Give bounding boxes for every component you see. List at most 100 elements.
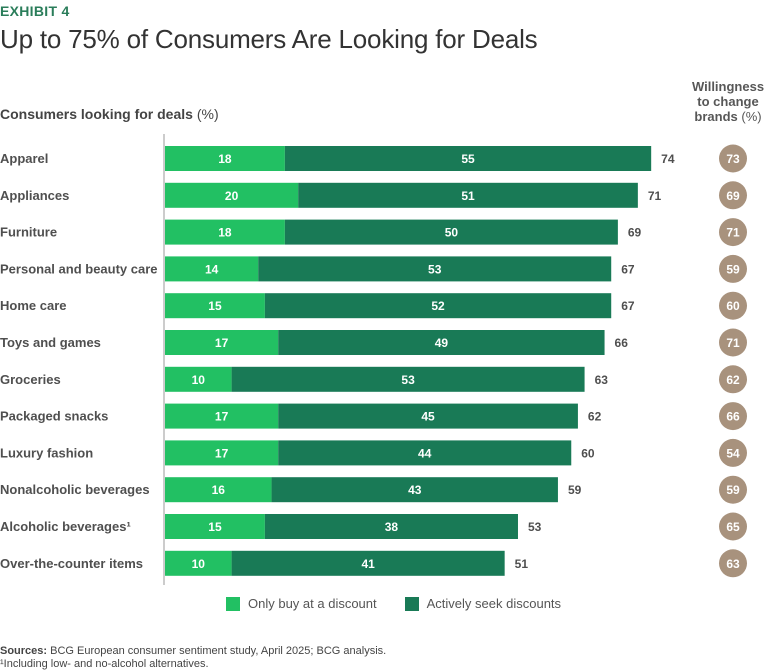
subtitle-unit: (%) [196, 106, 219, 122]
bar-segment-packaged-snacks-actively-seek-discounts [278, 403, 578, 429]
bar-segment-toys-and-games-actively-seek-discounts [278, 330, 605, 355]
willingness-circle-appliances [719, 181, 747, 210]
total-label-furniture: 69 [628, 226, 642, 240]
bar-value-label-toys-and-games-actively-seek-discounts: 49 [435, 336, 449, 350]
bar-value-label-alcoholic-beverages-only-buy-at-a-discount: 15 [208, 520, 222, 534]
bar-value-label-apparel-actively-seek-discounts: 55 [461, 152, 475, 166]
total-label-over-the-counter-items: 51 [515, 557, 529, 571]
legend-item-actively-seek: Actively seek discounts [404, 596, 562, 611]
bar-value-label-over-the-counter-items-only-buy-at-a-discount: 10 [192, 557, 206, 571]
total-label-groceries: 63 [595, 373, 609, 387]
bar-segment-packaged-snacks-only-buy-at-a-discount [165, 403, 279, 429]
willingness-value-appliances: 69 [726, 189, 740, 203]
legend: Only buy at a discount Actively seek dis… [226, 596, 589, 611]
willingness-header: Willingness to change brands (%) [688, 79, 768, 124]
total-label-toys-and-games: 66 [615, 336, 629, 350]
bar-value-label-over-the-counter-items-actively-seek-discounts: 41 [361, 557, 375, 571]
total-label-packaged-snacks: 62 [588, 410, 602, 424]
willingness-value-home-care: 60 [726, 299, 740, 313]
bar-value-label-groceries-actively-seek-discounts: 53 [401, 373, 415, 387]
bar-segment-luxury-fashion-actively-seek-discounts [278, 440, 572, 466]
bar-segment-nonalcoholic-beverages-only-buy-at-a-discount [165, 477, 272, 503]
category-label-groceries: Groceries [0, 372, 61, 387]
bar-segment-furniture-actively-seek-discounts [284, 219, 618, 245]
willingness-circle-luxury-fashion [719, 438, 747, 467]
legend-label-only-discount: Only buy at a discount [248, 596, 377, 611]
willingness-value-packaged-snacks: 66 [726, 410, 740, 424]
bar-segment-personal-and-beauty-care-actively-seek-discounts [258, 256, 612, 282]
bar-value-label-nonalcoholic-beverages-only-buy-at-a-discount: 16 [212, 483, 226, 497]
willingness-circle-groceries [719, 365, 747, 394]
bar-value-label-luxury-fashion-actively-seek-discounts: 44 [418, 446, 432, 460]
legend-swatch-actively-seek [404, 596, 419, 611]
willingness-value-nonalcoholic-beverages: 59 [726, 483, 740, 497]
sources-line: Sources: BCG European consumer sentiment… [0, 645, 386, 658]
bar-segment-toys-and-games-only-buy-at-a-discount [165, 330, 279, 355]
willingness-circle-toys-and-games [719, 328, 747, 357]
bar-value-label-furniture-actively-seek-discounts: 50 [445, 226, 459, 240]
willingness-value-personal-and-beauty-care: 59 [726, 262, 740, 276]
willingness-header-text: Willingness to change brands [691, 79, 765, 124]
category-label-apparel: Apparel [0, 151, 48, 166]
bar-segment-nonalcoholic-beverages-actively-seek-discounts [271, 477, 558, 503]
chart-title: Up to 75% of Consumers Are Looking for D… [0, 24, 538, 54]
category-label-personal-and-beauty-care: Personal and beauty care [0, 261, 158, 276]
sources-note: Sources: BCG European consumer sentiment… [0, 645, 386, 671]
legend-swatch-only-discount [226, 596, 240, 611]
willingness-circle-apparel [719, 144, 747, 173]
bar-value-label-furniture-only-buy-at-a-discount: 18 [218, 226, 232, 240]
willingness-circle-packaged-snacks [719, 402, 747, 431]
bar-value-label-packaged-snacks-actively-seek-discounts: 45 [421, 410, 435, 424]
willingness-circle-over-the-counter-items [719, 549, 747, 578]
legend-label-actively-seek: Actively seek discounts [426, 596, 562, 611]
bar-segment-personal-and-beauty-care-only-buy-at-a-discount [165, 256, 259, 282]
category-label-toys-and-games: Toys and games [0, 335, 101, 350]
willingness-circle-nonalcoholic-beverages [719, 475, 747, 504]
legend-item-only-discount: Only buy at a discount [226, 596, 377, 611]
willingness-circle-personal-and-beauty-care [719, 254, 747, 283]
total-label-home-care: 67 [621, 299, 635, 313]
total-label-apparel: 74 [661, 152, 675, 166]
total-label-personal-and-beauty-care: 67 [621, 262, 635, 276]
bar-value-label-toys-and-games-only-buy-at-a-discount: 17 [215, 336, 229, 350]
bar-segment-home-care-actively-seek-discounts [264, 293, 612, 319]
chart-subtitle: Consumers looking for deals (%) [0, 106, 219, 122]
willingness-value-over-the-counter-items: 63 [726, 557, 740, 571]
total-label-alcoholic-beverages: 53 [528, 520, 542, 534]
stacked-bar-chart: Apparel 18 55 74 73 Appliances 20 51 71 69 Furnitu… [0, 134, 747, 585]
willingness-value-luxury-fashion: 54 [726, 446, 740, 460]
bar-segment-apparel-only-buy-at-a-discount [165, 146, 285, 171]
bar-segment-alcoholic-beverages-only-buy-at-a-discount [165, 514, 265, 539]
category-label-alcoholic-beverages: Alcoholic beverages¹ [0, 519, 131, 534]
category-label-nonalcoholic-beverages: Nonalcoholic beverages [0, 482, 150, 497]
total-label-appliances: 71 [648, 189, 662, 203]
bar-value-label-alcoholic-beverages-actively-seek-discounts: 38 [385, 520, 399, 534]
category-label-over-the-counter-items: Over-the-counter items [0, 556, 143, 571]
sources-text: BCG European consumer sentiment study, A… [47, 645, 387, 657]
bar-segment-alcoholic-beverages-actively-seek-discounts [264, 514, 518, 539]
willingness-value-groceries: 62 [726, 373, 740, 387]
bar-segment-furniture-only-buy-at-a-discount [165, 219, 285, 245]
willingness-value-toys-and-games: 71 [726, 336, 740, 350]
bar-value-label-home-care-actively-seek-discounts: 52 [431, 299, 445, 313]
bar-value-label-luxury-fashion-only-buy-at-a-discount: 17 [215, 446, 229, 460]
willingness-header-unit: (%) [741, 109, 762, 124]
willingness-value-apparel: 73 [726, 152, 740, 166]
category-label-home-care: Home care [0, 298, 66, 313]
category-label-packaged-snacks: Packaged snacks [0, 409, 108, 424]
category-label-furniture: Furniture [0, 225, 57, 240]
exhibit-label: EXHIBIT 4 [0, 3, 70, 19]
bar-value-label-nonalcoholic-beverages-actively-seek-discounts: 43 [408, 483, 422, 497]
bar-value-label-personal-and-beauty-care-only-buy-at-a-discount: 14 [205, 262, 219, 276]
sources-label: Sources: [0, 645, 48, 657]
bar-value-label-packaged-snacks-only-buy-at-a-discount: 17 [215, 410, 229, 424]
bar-value-label-appliances-actively-seek-discounts: 51 [461, 189, 475, 203]
footnote: ¹Including low- and no-alcohol alternati… [0, 658, 209, 670]
category-label-appliances: Appliances [0, 188, 69, 203]
total-label-nonalcoholic-beverages: 59 [568, 483, 582, 497]
bar-segment-groceries-actively-seek-discounts [231, 366, 585, 392]
willingness-circle-furniture [719, 218, 747, 247]
bar-value-label-groceries-only-buy-at-a-discount: 10 [192, 373, 206, 387]
bar-segment-over-the-counter-items-actively-seek-discounts [231, 550, 505, 576]
willingness-circle-alcoholic-beverages [719, 512, 747, 541]
